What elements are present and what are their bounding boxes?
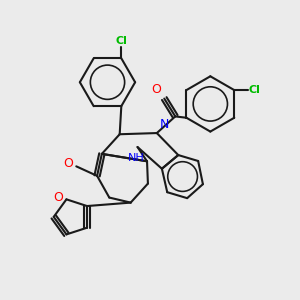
Text: NH: NH — [128, 153, 144, 163]
Text: Cl: Cl — [116, 35, 127, 46]
Text: O: O — [152, 82, 161, 96]
Text: N: N — [160, 118, 169, 131]
Text: Cl: Cl — [249, 85, 261, 95]
Text: O: O — [63, 158, 73, 170]
Text: O: O — [54, 191, 64, 204]
